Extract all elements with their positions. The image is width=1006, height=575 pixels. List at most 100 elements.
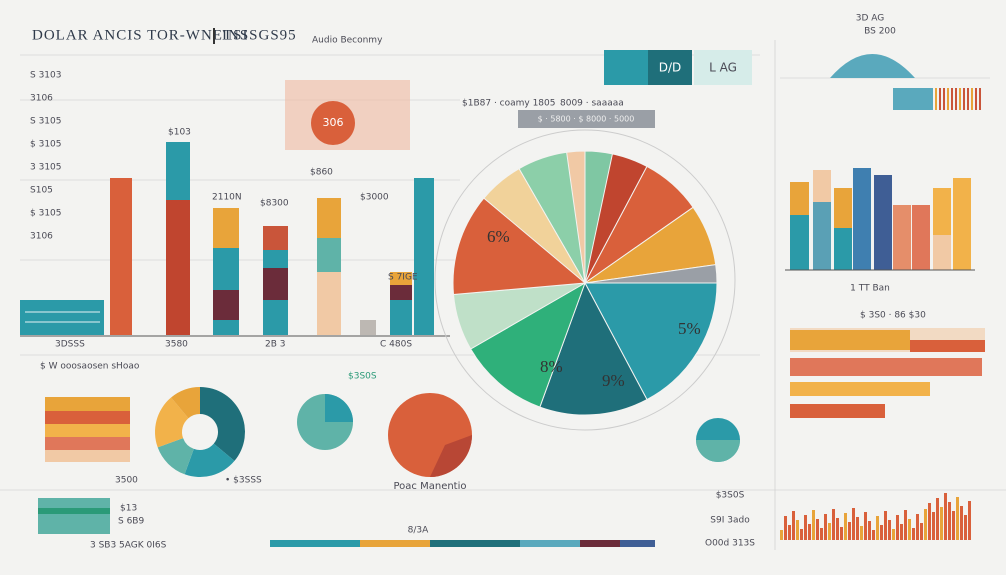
hist-bar <box>816 519 819 540</box>
hist-bar <box>800 529 803 540</box>
bar-top-label: $3000 <box>360 193 389 203</box>
bar-top-label: $860 <box>310 168 333 178</box>
banner <box>518 110 655 128</box>
hist-bar <box>840 527 843 540</box>
stripe <box>959 88 961 110</box>
stripe <box>943 88 945 110</box>
main-bars <box>20 142 450 337</box>
pie-label: 8% <box>540 357 563 376</box>
hist-bar <box>924 509 927 540</box>
hist-bar <box>812 510 815 540</box>
pie-slice <box>539 281 648 416</box>
axis-label: C 480S <box>380 340 412 350</box>
banner-left: $1B87 · coamy 1805 <box>462 99 556 109</box>
rstat: O00d 313S <box>705 539 755 549</box>
hist-bar <box>796 520 799 540</box>
hist-bar <box>852 508 855 540</box>
hist-bar <box>780 530 783 540</box>
box <box>648 50 692 85</box>
donut-slice <box>155 397 189 448</box>
stripe <box>939 88 941 110</box>
code: INSSGS95 <box>222 27 297 43</box>
hist-bar <box>868 521 871 540</box>
strip-label: 8/3A <box>408 526 429 536</box>
bar-labels: $103 $860 2110N $8300 $3000 S 7IGE 3DSSS 3580 2B… <box>55 128 418 350</box>
stripe <box>947 88 949 110</box>
bar-top-label: S 7IGE <box>388 273 418 283</box>
donut <box>155 387 245 477</box>
hist-bar <box>884 511 887 540</box>
hist-bar <box>952 511 955 540</box>
pie-slice <box>483 168 586 284</box>
hist-bar <box>860 526 863 540</box>
hist-bar <box>948 502 951 540</box>
stacked-hbars <box>38 397 130 534</box>
box-label: L AG <box>709 61 737 75</box>
block <box>893 88 933 110</box>
mid: • $3SSS <box>225 476 262 486</box>
stripe <box>967 88 969 110</box>
bar-top-label: $8300 <box>260 199 289 209</box>
hist-bar <box>836 518 839 540</box>
bar-top-label: 2110N <box>212 193 242 203</box>
pie-slice <box>470 281 586 408</box>
hist-bar <box>964 515 967 540</box>
hist-bar <box>900 524 903 540</box>
hist-bar <box>916 514 919 540</box>
pie-ring <box>434 129 736 431</box>
left-label: S 3105 <box>30 117 61 127</box>
hist-bar <box>944 493 947 540</box>
banner-right: 8009 · saaaaa <box>560 99 624 109</box>
hist-bar <box>828 523 831 540</box>
hist-bar <box>784 516 787 540</box>
hist-bar <box>804 515 807 540</box>
hist-bar <box>908 519 911 540</box>
hist-bar <box>920 523 923 540</box>
stripe <box>963 88 965 110</box>
legend-title: $ W ooosaosen sHoao <box>40 362 140 372</box>
hist-bar <box>896 515 899 540</box>
banner-strip: $ · 5800 · $ 8000 · 5000 <box>538 115 635 124</box>
left-labels: S 3103 3106 S 3105 $ 3105 3 3105 S105 $ 3105 31… <box>30 71 62 242</box>
grid-lines <box>0 40 1006 550</box>
pie-label: 5% <box>678 319 701 338</box>
stat: 3500 <box>115 476 138 486</box>
hist-bar <box>956 497 959 540</box>
donut-slice <box>157 438 194 475</box>
hist-bar <box>888 520 891 540</box>
hist-bar <box>792 511 795 540</box>
donut-slice <box>200 387 245 461</box>
hist-bar <box>940 507 943 540</box>
stripe <box>979 88 981 110</box>
hist-bar <box>880 525 883 540</box>
circle-label: Poac Manentio <box>394 481 467 492</box>
badge-label: 306 <box>323 116 344 129</box>
right-bars <box>785 168 975 271</box>
hist-bar <box>960 506 963 540</box>
base-block <box>20 300 104 335</box>
box-label: D/D <box>659 61 682 75</box>
hist-bar <box>844 513 847 540</box>
hist-bar <box>872 530 875 540</box>
pie <box>452 150 718 416</box>
strip <box>270 540 655 547</box>
bar-top-label: $103 <box>168 128 191 138</box>
tr-subtitle: BS 200 <box>864 27 896 37</box>
hbars <box>790 328 985 418</box>
left-label: 3106 <box>30 94 53 104</box>
stripe <box>935 88 937 110</box>
left-label: 3106 <box>30 232 53 242</box>
hist-bar <box>968 501 971 540</box>
hist-bar <box>820 528 823 540</box>
hist-bar <box>864 512 867 540</box>
box <box>694 50 752 85</box>
stat: $13 <box>120 504 137 514</box>
left-label: 3 3105 <box>30 163 62 173</box>
hist-bar <box>912 528 915 540</box>
hist-bar <box>824 514 827 540</box>
stripe <box>971 88 973 110</box>
stripe <box>975 88 977 110</box>
stripe <box>951 88 953 110</box>
pie-label: 9% <box>602 371 625 390</box>
